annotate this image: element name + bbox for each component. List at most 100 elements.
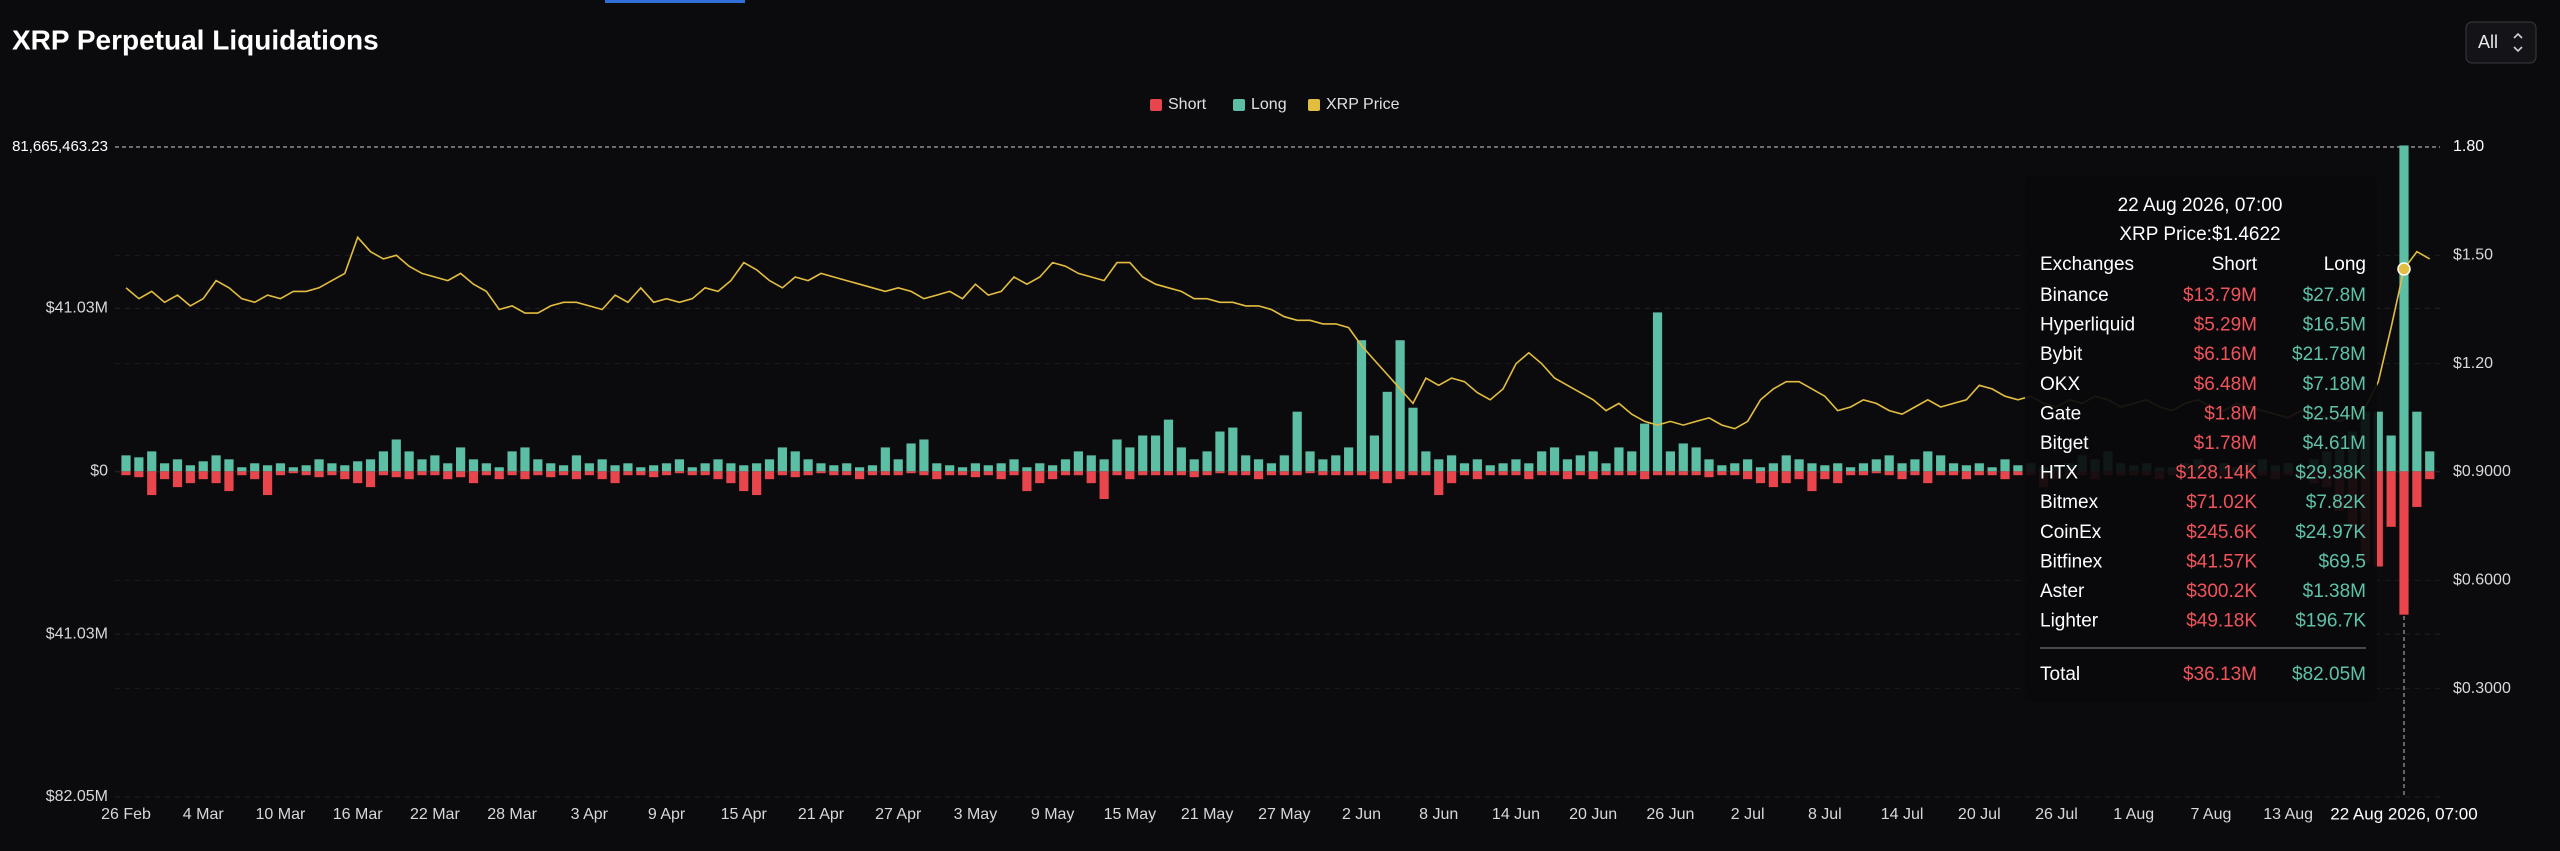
x-tick-label: 15 May — [1104, 806, 1156, 823]
bar — [1704, 459, 1714, 472]
bar — [288, 467, 298, 472]
bar — [1060, 459, 1071, 472]
bar — [1202, 451, 1212, 472]
bar — [1936, 471, 1946, 476]
bar — [1048, 471, 1058, 480]
bar — [1421, 451, 1431, 472]
bar — [623, 471, 633, 476]
y-tick-label: $41.03M — [46, 300, 108, 317]
bar — [262, 471, 273, 496]
bar — [1472, 471, 1482, 480]
bar — [816, 471, 826, 474]
bar — [1189, 459, 1199, 472]
bar — [1678, 471, 1688, 476]
bar — [1768, 463, 1778, 472]
bar — [1009, 459, 1019, 472]
bar — [314, 459, 324, 472]
bar — [1871, 471, 1881, 474]
range-button[interactable] — [2465, 21, 2537, 64]
bar — [1923, 471, 1933, 484]
bar — [1305, 471, 1315, 474]
bar — [1163, 419, 1174, 472]
bar — [1562, 459, 1573, 472]
bar — [1060, 471, 1071, 476]
bar — [533, 459, 543, 472]
bar — [1022, 467, 1032, 472]
bar — [1369, 471, 1379, 480]
x-tick-label: 26 Jul — [2035, 806, 2078, 823]
x-tick-label: 14 Jul — [1881, 806, 1924, 823]
bar — [739, 471, 749, 492]
x-tick-label: 13 Aug — [2263, 806, 2313, 823]
bar — [945, 465, 955, 472]
bar — [1408, 407, 1418, 472]
bar — [198, 471, 208, 480]
bar — [726, 463, 736, 472]
x-tick-label: 26 Jun — [1646, 806, 1694, 823]
bar — [2000, 471, 2010, 480]
bar — [2399, 145, 2409, 472]
bar — [1356, 340, 1367, 472]
range-selector[interactable]: All — [2465, 21, 2537, 64]
bar — [1511, 471, 1521, 476]
range-button-label[interactable]: All — [2478, 32, 2498, 52]
bar — [121, 471, 131, 476]
bar — [880, 447, 890, 472]
tooltip: 22 Aug 2026, 07:00 XRP Price:$1.4622 Excha… — [2025, 176, 2377, 702]
x-tick-label: 20 Jul — [1958, 806, 2001, 823]
bar — [777, 471, 787, 476]
bar — [610, 471, 620, 484]
bar — [1743, 459, 1753, 472]
tooltip-header: Exchanges — [2040, 254, 2134, 275]
tooltip-cell: $2.54M — [2303, 403, 2366, 424]
tooltip-cell: Bitfinex — [2040, 551, 2103, 572]
bar — [1048, 465, 1058, 472]
bar — [546, 463, 556, 472]
bar — [893, 459, 903, 472]
y2-tick-label: $0.3000 — [2453, 680, 2511, 697]
tooltip-cell: $21.78M — [2292, 344, 2366, 365]
bar — [1768, 471, 1778, 488]
bar — [790, 451, 800, 472]
y2-tick-label: 1.80 — [2453, 138, 2484, 155]
bar — [1498, 471, 1508, 476]
bar — [1562, 471, 1573, 480]
bar — [1138, 435, 1148, 472]
bar — [777, 447, 787, 472]
bar — [919, 439, 929, 472]
bar — [1961, 465, 1972, 472]
bar — [533, 471, 543, 476]
tooltip-cell: $1.38M — [2303, 581, 2366, 602]
bar — [867, 465, 878, 472]
bar — [314, 471, 324, 478]
y2-tick-label: $0.9000 — [2453, 463, 2511, 480]
bar — [1459, 463, 1470, 472]
bar — [1743, 471, 1753, 480]
bar — [1936, 455, 1946, 472]
bar — [1614, 471, 1624, 476]
bar — [1073, 451, 1083, 472]
bar — [752, 471, 762, 496]
bar — [597, 471, 607, 480]
tooltip-cell: $1.8M — [2204, 403, 2257, 424]
bar — [1472, 459, 1482, 472]
bar — [713, 459, 723, 472]
bar — [468, 471, 479, 484]
tooltip-cell: Bitmex — [2040, 492, 2099, 513]
bar — [1588, 451, 1598, 472]
bar — [1691, 471, 1701, 476]
bar — [262, 465, 273, 472]
bar — [1215, 431, 1225, 472]
tooltip-cell: CoinEx — [2040, 522, 2102, 543]
bar — [584, 463, 594, 472]
tooltip-cell: $5.29M — [2194, 315, 2257, 336]
legend-swatch — [1308, 99, 1320, 111]
bar — [456, 471, 466, 478]
bar — [854, 467, 865, 472]
bar — [121, 455, 131, 472]
chevron-icon — [2513, 32, 2523, 53]
bar — [1845, 467, 1856, 472]
bar — [610, 465, 620, 472]
bar — [1665, 451, 1675, 472]
